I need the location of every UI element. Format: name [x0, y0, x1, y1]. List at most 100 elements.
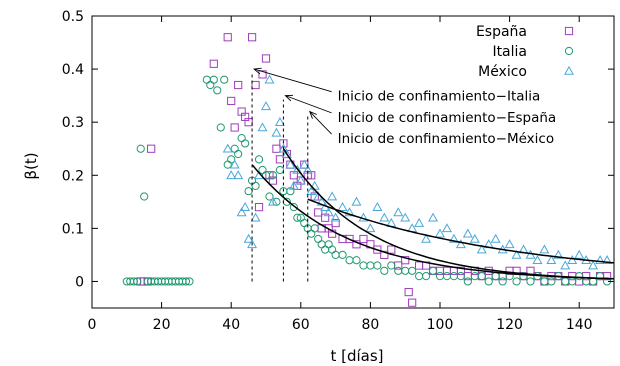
annotation-label-1: Inicio de confinamiento−España — [338, 110, 557, 126]
x-tick-label: 80 — [361, 317, 379, 333]
data-point — [268, 176, 278, 185]
data-point — [372, 201, 383, 211]
data-point — [271, 127, 282, 137]
data-point — [147, 144, 156, 153]
data-point — [373, 245, 382, 254]
fit-curve-1 — [282, 148, 615, 280]
data-point — [574, 249, 585, 259]
data-point — [337, 201, 348, 211]
legend: España Italia México — [476, 24, 574, 80]
x-tick-label: 100 — [427, 317, 454, 333]
data-point — [404, 287, 413, 297]
data-point — [469, 233, 480, 243]
data-point — [261, 101, 271, 111]
y-tick-label: 0.1 — [62, 221, 84, 237]
annotation-arrow-0 — [253, 68, 332, 93]
data-point — [293, 213, 302, 222]
data-point — [317, 240, 326, 249]
data-point — [498, 277, 507, 286]
data-point — [240, 201, 251, 211]
data-point — [539, 244, 550, 254]
y-tick-label: 0.2 — [62, 168, 84, 184]
data-point — [295, 175, 306, 185]
data-point — [288, 180, 299, 190]
data-point — [321, 245, 330, 254]
data-point — [129, 277, 138, 286]
y-tick-label: 0.3 — [62, 115, 84, 131]
data-point — [387, 245, 396, 254]
annotation-label-2: Inicio de confinamiento−México — [338, 131, 555, 147]
data-point — [351, 196, 362, 206]
data-point — [244, 118, 253, 127]
data-point — [344, 207, 355, 217]
y-tick-label: 0.4 — [62, 62, 84, 78]
data-point — [300, 218, 309, 228]
data-point — [244, 187, 253, 196]
data-point — [299, 159, 310, 169]
data-point — [229, 159, 240, 169]
data-point — [234, 149, 243, 159]
data-point — [359, 261, 368, 270]
data-point — [484, 277, 493, 286]
data-point — [133, 277, 142, 286]
data-point — [560, 260, 571, 270]
data-point — [223, 33, 232, 42]
annotation-label-0: Inicio de confinamiento−Italia — [338, 89, 541, 105]
data-point — [281, 148, 292, 158]
data-point — [595, 272, 605, 281]
data-point — [314, 234, 323, 244]
data-point — [561, 277, 570, 286]
data-point — [330, 212, 341, 222]
y-tick-label: 0.5 — [62, 9, 84, 25]
data-point — [394, 266, 403, 275]
data-point — [400, 212, 411, 222]
data-point — [234, 80, 243, 90]
data-point — [323, 207, 334, 217]
data-point — [202, 75, 211, 84]
data-point — [380, 250, 389, 260]
data-point — [387, 261, 396, 270]
data-point — [227, 155, 236, 164]
data-point — [455, 239, 466, 249]
data-point — [268, 171, 278, 180]
data-point — [449, 272, 459, 281]
data-point — [401, 266, 410, 275]
data-point — [206, 80, 215, 90]
data-point — [241, 139, 250, 148]
data-point — [595, 255, 606, 265]
data-point — [415, 261, 424, 270]
data-point — [575, 272, 584, 281]
data-point — [250, 212, 261, 222]
data-point — [181, 277, 191, 286]
data-point — [213, 86, 222, 95]
data-point — [216, 123, 225, 132]
data-point — [209, 59, 218, 68]
data-point — [491, 272, 500, 281]
data-point — [379, 212, 390, 222]
data-point — [185, 277, 194, 286]
legend-label-1: Italia — [492, 44, 527, 60]
data-point — [463, 277, 472, 286]
data-point — [236, 207, 247, 217]
data-point — [264, 74, 275, 84]
data-point — [331, 250, 340, 260]
data-point — [274, 117, 285, 126]
data-point — [567, 255, 578, 265]
data-point — [546, 255, 557, 265]
data-point — [237, 134, 246, 143]
data-point — [220, 75, 229, 84]
data-point — [136, 144, 145, 153]
data-point — [254, 203, 264, 212]
data-point — [408, 298, 417, 307]
legend-marker-1 — [564, 46, 574, 56]
data-point — [251, 80, 260, 90]
data-point — [442, 272, 452, 281]
x-tick-label: 20 — [153, 317, 171, 333]
legend-marker-2 — [564, 65, 574, 75]
fit-curves — [251, 148, 615, 280]
data-point — [233, 170, 244, 180]
data-point — [267, 196, 278, 206]
data-point — [230, 144, 239, 153]
data-point — [251, 181, 260, 190]
data-point — [435, 228, 445, 238]
